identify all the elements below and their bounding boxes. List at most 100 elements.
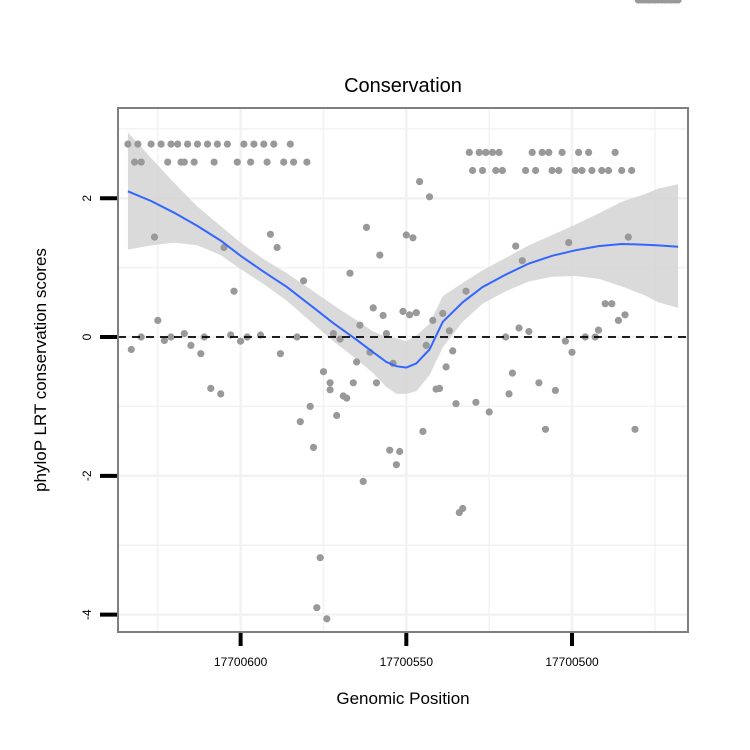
data-point: [273, 243, 281, 252]
data-point: [435, 384, 444, 392]
data-point: [538, 148, 546, 156]
data-point: [618, 166, 626, 175]
data-point: [462, 287, 470, 295]
data-point: [124, 140, 132, 148]
data-point: [210, 158, 218, 166]
confidence-band-layer: [127, 132, 679, 394]
data-point: [419, 427, 427, 435]
data-point: [127, 345, 135, 354]
data-point: [624, 233, 632, 241]
data-point: [137, 333, 145, 341]
data-point: [631, 425, 639, 433]
data-point: [535, 379, 543, 387]
data-point: [250, 140, 258, 148]
y-tick-label: -4: [80, 609, 94, 620]
x-axis-title: Genomic Position: [336, 689, 469, 708]
data-point: [601, 300, 609, 308]
y-tick-label: 0: [80, 333, 94, 340]
data-point: [604, 166, 613, 175]
data-point: [498, 166, 506, 175]
data-point: [588, 166, 596, 175]
y-axis-title: phyloP LRT conservation scores: [31, 248, 50, 492]
data-point: [502, 333, 510, 341]
data-point: [508, 369, 516, 377]
data-point: [300, 277, 308, 285]
data-point: [485, 408, 493, 416]
data-point: [399, 307, 407, 315]
data-point: [134, 140, 142, 148]
data-point: [203, 140, 212, 148]
data-point: [429, 316, 437, 324]
data-point: [329, 330, 337, 338]
data-point: [167, 140, 175, 148]
data-point: [575, 148, 583, 156]
data-point: [416, 178, 424, 186]
data-point: [137, 158, 145, 166]
data-point: [532, 166, 540, 175]
data-point: [154, 316, 162, 324]
data-point: [296, 418, 304, 426]
data-point: [492, 166, 500, 175]
y-tick-label: -2: [80, 470, 94, 481]
data-point: [223, 140, 231, 148]
data-point: [561, 337, 570, 345]
data-point: [515, 324, 523, 332]
data-point: [382, 330, 390, 338]
x-tick-label: 17700500: [545, 655, 599, 669]
data-point: [565, 239, 573, 247]
data-point: [180, 158, 188, 166]
data-point: [674, 0, 682, 4]
data-point: [313, 604, 321, 612]
data-point: [512, 242, 520, 250]
data-point: [425, 193, 434, 201]
data-point: [180, 330, 188, 338]
data-point: [598, 166, 606, 175]
data-point: [571, 166, 579, 175]
data-point: [263, 158, 271, 166]
data-point: [184, 140, 192, 148]
data-point: [333, 411, 341, 420]
data-point: [336, 335, 344, 343]
data-point: [160, 336, 168, 345]
data-point: [164, 158, 172, 166]
data-point: [131, 158, 139, 166]
data-point: [174, 140, 182, 148]
data-point: [522, 166, 530, 175]
chart-title: Conservation: [344, 75, 462, 97]
plot-panel: [117, 0, 689, 633]
x-tick-label: 17700550: [380, 655, 434, 669]
data-point: [608, 300, 616, 308]
data-point: [396, 447, 404, 456]
data-point: [290, 158, 298, 166]
data-point: [442, 363, 450, 371]
data-point: [197, 350, 205, 358]
data-point: [469, 166, 477, 175]
data-point: [628, 166, 636, 175]
data-point: [167, 333, 175, 341]
data-point: [217, 390, 225, 398]
data-point: [409, 234, 417, 242]
data-point: [323, 615, 331, 623]
data-point: [190, 158, 198, 166]
data-point: [343, 394, 351, 402]
data-point: [362, 223, 371, 231]
data-point: [303, 158, 311, 166]
data-point: [353, 358, 361, 366]
data-point: [548, 166, 556, 175]
data-point: [306, 402, 314, 410]
data-point: [157, 140, 165, 148]
data-point: [505, 390, 513, 398]
data-point: [346, 269, 354, 277]
data-point: [621, 311, 629, 319]
data-point: [230, 287, 238, 295]
data-point: [525, 327, 533, 336]
confidence-band: [127, 132, 679, 394]
data-point: [319, 368, 328, 376]
data-point: [369, 304, 377, 312]
data-point: [478, 166, 487, 175]
data-point: [193, 140, 202, 148]
data-point: [482, 148, 490, 156]
x-axis: 17700600 17700550 17700500: [214, 633, 599, 669]
data-point: [276, 350, 284, 358]
data-point: [402, 231, 410, 239]
